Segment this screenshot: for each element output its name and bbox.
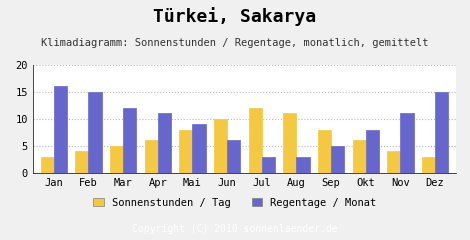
- Bar: [262, 156, 275, 173]
- Bar: [145, 140, 158, 173]
- Bar: [297, 156, 310, 173]
- Bar: [422, 156, 435, 173]
- Bar: [75, 151, 88, 173]
- Bar: [435, 92, 448, 173]
- Bar: [214, 119, 227, 173]
- Bar: [331, 146, 344, 173]
- Bar: [400, 114, 414, 173]
- Bar: [88, 92, 102, 173]
- Bar: [123, 108, 136, 173]
- Bar: [192, 124, 205, 173]
- Bar: [158, 114, 171, 173]
- Bar: [387, 151, 400, 173]
- Bar: [352, 140, 366, 173]
- Bar: [179, 130, 192, 173]
- Bar: [227, 140, 240, 173]
- Bar: [318, 130, 331, 173]
- Text: Türkei, Sakarya: Türkei, Sakarya: [153, 7, 317, 26]
- Bar: [54, 86, 67, 173]
- Text: Copyright (C) 2010 sonnenlaender.de: Copyright (C) 2010 sonnenlaender.de: [132, 224, 338, 234]
- Text: Klimadiagramm: Sonnenstunden / Regentage, monatlich, gemittelt: Klimadiagramm: Sonnenstunden / Regentage…: [41, 38, 429, 48]
- Bar: [110, 146, 123, 173]
- Bar: [249, 108, 262, 173]
- Legend: Sonnenstunden / Tag, Regentage / Monat: Sonnenstunden / Tag, Regentage / Monat: [90, 195, 380, 211]
- Bar: [366, 130, 379, 173]
- Bar: [283, 114, 297, 173]
- Bar: [40, 156, 54, 173]
